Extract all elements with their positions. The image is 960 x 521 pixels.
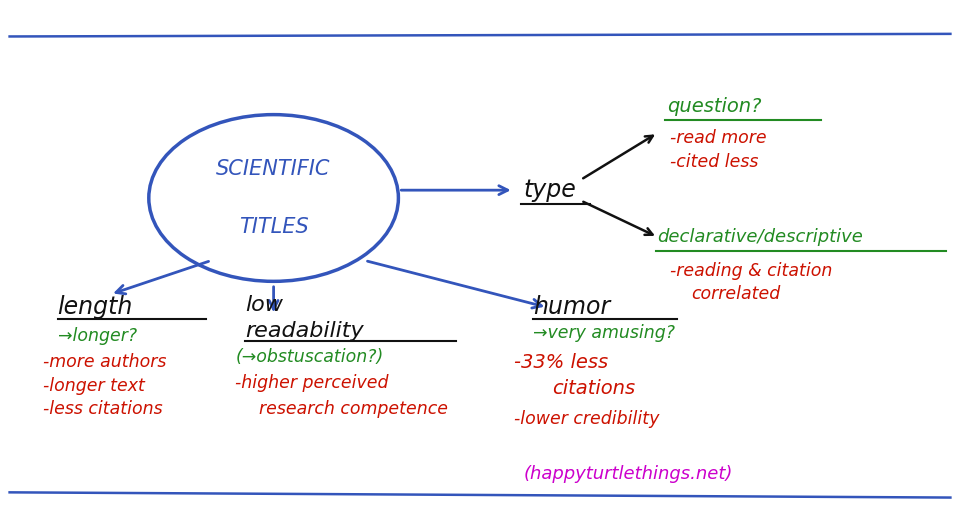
Text: readability: readability xyxy=(245,321,364,341)
Text: -less citations: -less citations xyxy=(43,400,163,418)
Text: humor: humor xyxy=(533,295,610,319)
Text: -more authors: -more authors xyxy=(43,353,167,371)
Text: -longer text: -longer text xyxy=(43,377,145,394)
Text: (happyturtlethings.net): (happyturtlethings.net) xyxy=(523,465,732,483)
Text: low: low xyxy=(245,295,283,315)
Text: correlated: correlated xyxy=(691,286,780,303)
Text: TITLES: TITLES xyxy=(239,217,308,237)
Text: -lower credibility: -lower credibility xyxy=(514,411,659,428)
Text: →very amusing?: →very amusing? xyxy=(533,325,675,342)
Text: question?: question? xyxy=(667,97,761,116)
Text: →longer?: →longer? xyxy=(58,327,136,345)
Text: (→obstuscation?): (→obstuscation?) xyxy=(235,348,383,366)
Text: type: type xyxy=(523,178,576,202)
Text: research competence: research competence xyxy=(259,400,448,418)
Text: -higher perceived: -higher perceived xyxy=(235,374,389,392)
Text: -33% less: -33% less xyxy=(514,353,608,371)
Text: -cited less: -cited less xyxy=(670,153,758,170)
Text: -read more: -read more xyxy=(670,129,767,147)
Text: length: length xyxy=(58,295,133,319)
Text: declarative/descriptive: declarative/descriptive xyxy=(658,228,863,246)
Text: SCIENTIFIC: SCIENTIFIC xyxy=(216,159,331,179)
Text: citations: citations xyxy=(552,379,636,398)
Text: -reading & citation: -reading & citation xyxy=(670,262,832,280)
